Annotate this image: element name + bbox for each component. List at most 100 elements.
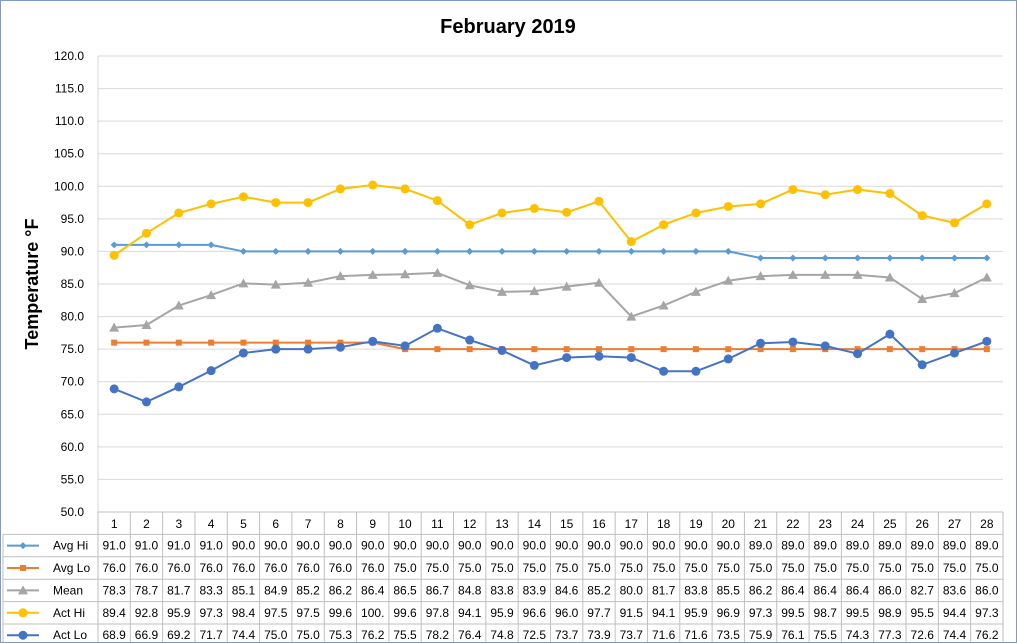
x-tick-label: 18 — [657, 517, 671, 531]
y-tick-label: 95.0 — [61, 212, 85, 226]
data-point-mean — [529, 286, 540, 296]
data-point-avg-hi — [821, 254, 829, 262]
series-act-lo — [109, 323, 992, 407]
data-point-avg-lo — [272, 339, 279, 346]
x-tick-label: 7 — [305, 517, 312, 531]
table-cell-value: 69.2 — [167, 628, 191, 642]
table-cell-value: 75.0 — [911, 561, 935, 575]
data-point-mean — [917, 293, 928, 303]
table-cell-value: 89.4 — [102, 606, 126, 620]
data-point-act-lo — [723, 354, 733, 364]
table-cell-value: 90.0 — [426, 539, 450, 553]
table-cell-value: 76.2 — [975, 628, 999, 642]
x-tick-label: 14 — [528, 517, 542, 531]
data-point-avg-hi — [563, 247, 571, 255]
table-cell-value: 90.0 — [587, 539, 611, 553]
data-point-mean — [173, 300, 184, 310]
table-cell-value: 90.0 — [232, 539, 256, 553]
table-cell-value: 66.9 — [135, 628, 159, 642]
legend-label: Avg Hi — [53, 539, 88, 553]
table-cell-value: 75.3 — [329, 628, 353, 642]
y-tick-label: 80.0 — [61, 310, 85, 324]
table-cell-value: 81.7 — [167, 583, 191, 597]
data-point-act-hi — [303, 198, 313, 208]
data-point-act-lo — [950, 348, 960, 358]
data-point-act-lo — [238, 348, 248, 358]
data-point-avg-lo — [854, 346, 861, 353]
data-point-avg-hi — [369, 247, 377, 255]
data-point-act-lo — [982, 336, 992, 346]
data-point-mean — [270, 279, 281, 289]
x-tick-label: 9 — [369, 517, 376, 531]
data-point-mean — [400, 269, 411, 279]
y-tick-label: 65.0 — [61, 407, 85, 421]
data-point-avg-hi — [466, 247, 474, 255]
table-cell-value: 81.7 — [652, 583, 676, 597]
data-point-act-hi — [723, 201, 733, 211]
data-point-act-lo — [853, 349, 863, 359]
table-cell-value: 75.5 — [814, 628, 838, 642]
table-cell-value: 90.0 — [458, 539, 482, 553]
table-cell-value: 75.0 — [555, 561, 579, 575]
data-point-act-lo — [691, 366, 701, 376]
data-point-act-hi — [853, 185, 863, 195]
data-point-mean — [432, 267, 443, 277]
y-tick-label: 60.0 — [61, 440, 85, 454]
x-tick-label: 8 — [337, 517, 344, 531]
table-cell-value: 76.2 — [361, 628, 385, 642]
x-tick-label: 23 — [819, 517, 833, 531]
table-cell-value: 75.0 — [975, 561, 999, 575]
table-cell-value: 83.9 — [523, 583, 547, 597]
table-cell-value: 86.2 — [749, 583, 773, 597]
table-cell-value: 76.0 — [361, 561, 385, 575]
data-point-avg-lo — [434, 346, 441, 353]
data-point-act-lo — [917, 360, 927, 370]
table-cell-value: 73.7 — [555, 628, 579, 642]
data-point-avg-lo — [757, 346, 764, 353]
data-point-avg-lo — [660, 346, 667, 353]
data-point-avg-lo — [175, 339, 182, 346]
data-point-act-lo — [335, 342, 345, 352]
data-point-mean — [981, 272, 992, 282]
data-point-act-hi — [529, 203, 539, 213]
table-cell-value: 100. — [361, 606, 384, 620]
data-point-avg-hi — [239, 247, 247, 255]
series-line-act-lo — [113, 327, 988, 403]
x-tick-label: 15 — [560, 517, 574, 531]
table-cell-value: 75.9 — [749, 628, 773, 642]
table-cell-value: 92.8 — [135, 606, 159, 620]
data-point-mean — [206, 290, 217, 300]
table-cell-value: 78.2 — [426, 628, 450, 642]
table-cell-value: 75.0 — [943, 561, 967, 575]
x-tick-label: 17 — [625, 517, 639, 531]
series-act-hi — [109, 180, 992, 260]
data-point-act-hi — [400, 184, 410, 194]
data-point-act-hi — [820, 190, 830, 200]
data-point-avg-hi — [530, 247, 538, 255]
x-tick-label: 27 — [948, 517, 962, 531]
table-cell-value: 90.0 — [652, 539, 676, 553]
table-cell-value: 90.0 — [620, 539, 644, 553]
data-point-avg-lo — [305, 339, 312, 346]
y-tick-label: 115.0 — [55, 82, 84, 96]
data-point-mean — [884, 272, 895, 282]
table-cell-value: 71.6 — [684, 628, 708, 642]
table-cell-value: 74.4 — [943, 628, 967, 642]
table-cell-value: 90.0 — [329, 539, 353, 553]
table-cell-value: 85.5 — [717, 583, 741, 597]
table-cell-value: 86.0 — [878, 583, 902, 597]
data-point-mean — [141, 320, 152, 330]
data-point-act-lo — [756, 338, 766, 348]
table-cell-value: 97.7 — [587, 606, 611, 620]
legend-key-marker — [18, 585, 28, 595]
data-point-avg-lo — [531, 346, 538, 353]
data-point-mean — [690, 286, 701, 296]
table-cell-value: 76.0 — [102, 561, 126, 575]
table-cell-value: 94.4 — [943, 606, 967, 620]
table-cell-value: 75.0 — [814, 561, 838, 575]
data-point-avg-lo — [595, 346, 602, 353]
data-point-mean — [238, 278, 249, 288]
table-cell-value: 94.1 — [652, 606, 676, 620]
x-tick-label: 4 — [208, 517, 215, 531]
